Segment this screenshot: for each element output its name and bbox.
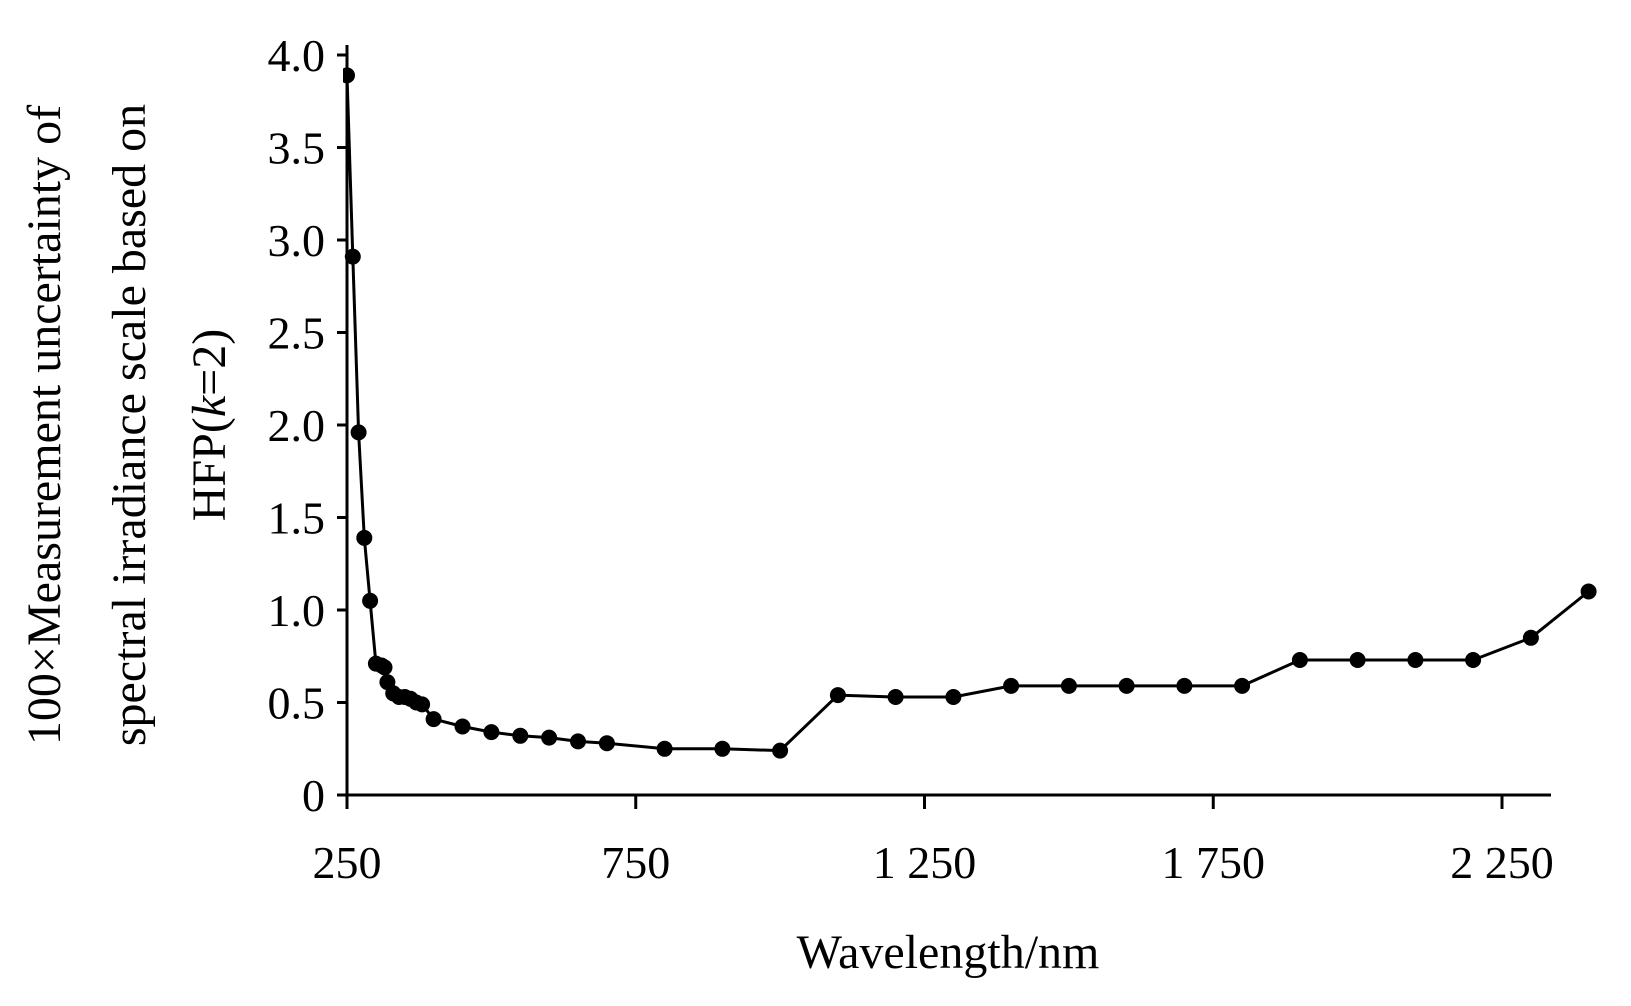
plot-area <box>343 67 1597 759</box>
data-point <box>1291 652 1308 668</box>
data-point <box>343 67 355 84</box>
y-tick-label: 2.5 <box>268 308 326 359</box>
x-tick-label: 750 <box>601 837 670 888</box>
data-point <box>829 687 846 704</box>
data-point <box>945 689 962 705</box>
data-point <box>1003 677 1020 694</box>
y-tick-label: 0 <box>302 770 325 821</box>
data-point <box>414 696 431 713</box>
y-tick-label: 0.5 <box>268 678 326 729</box>
data-point <box>772 742 789 759</box>
x-tick-label: 2 250 <box>1450 837 1554 888</box>
y-tick-label: 2.0 <box>268 400 326 451</box>
data-point <box>1349 652 1366 668</box>
data-points <box>343 67 1597 759</box>
data-point <box>1176 677 1193 694</box>
x-tick-label: 1 750 <box>1162 837 1266 888</box>
y-axis-title-line-3-suffix: =2) <box>183 329 236 396</box>
data-point <box>1522 629 1539 646</box>
data-point <box>1118 677 1135 694</box>
data-point <box>1465 652 1482 668</box>
data-point <box>1234 677 1251 694</box>
y-tick-label: 1.0 <box>268 585 326 636</box>
y-tick-label: 1.5 <box>268 493 326 544</box>
data-point <box>598 735 615 752</box>
data-point <box>356 529 373 546</box>
data-point <box>512 727 529 744</box>
x-ticks: 250 750 1 250 1 750 2 250 <box>313 795 1554 888</box>
y-axis-title-line-3-prefix: HFP( <box>183 417 236 521</box>
series-line <box>345 75 1590 753</box>
data-point <box>350 424 367 441</box>
data-point <box>362 592 379 609</box>
x-axis-title: Wavelength/nm <box>797 926 1100 979</box>
x-tick-label: 1 250 <box>873 837 977 888</box>
y-axis-title: 100×Measurement uncertainty of spectral … <box>18 104 236 746</box>
data-point <box>1060 677 1077 694</box>
data-point <box>376 659 393 676</box>
data-point <box>541 729 558 746</box>
y-ticks: 0 0.5 1.0 1.5 2.0 2.5 3.0 3.5 4.0 <box>268 30 347 821</box>
y-axis-title-line-1: 100×Measurement uncertainty of <box>18 105 71 745</box>
y-tick-label: 3.5 <box>268 123 326 174</box>
data-point <box>454 718 471 735</box>
data-point <box>483 724 500 741</box>
x-tick-label: 250 <box>313 837 382 888</box>
data-point <box>887 689 904 705</box>
y-axis-title-line-2: spectral irradiance scale based on <box>103 104 156 746</box>
y-tick-label: 3.0 <box>268 215 326 266</box>
data-point <box>656 740 673 757</box>
data-point <box>425 711 442 728</box>
data-point <box>570 733 586 750</box>
y-axis-title-k: k <box>183 394 236 417</box>
data-point <box>344 248 361 265</box>
data-point <box>1580 583 1597 600</box>
y-axis-title-line-3: HFP(k=2) <box>183 329 236 521</box>
data-point <box>714 740 731 757</box>
data-point <box>1407 652 1424 668</box>
y-tick-label: 4.0 <box>268 30 326 81</box>
